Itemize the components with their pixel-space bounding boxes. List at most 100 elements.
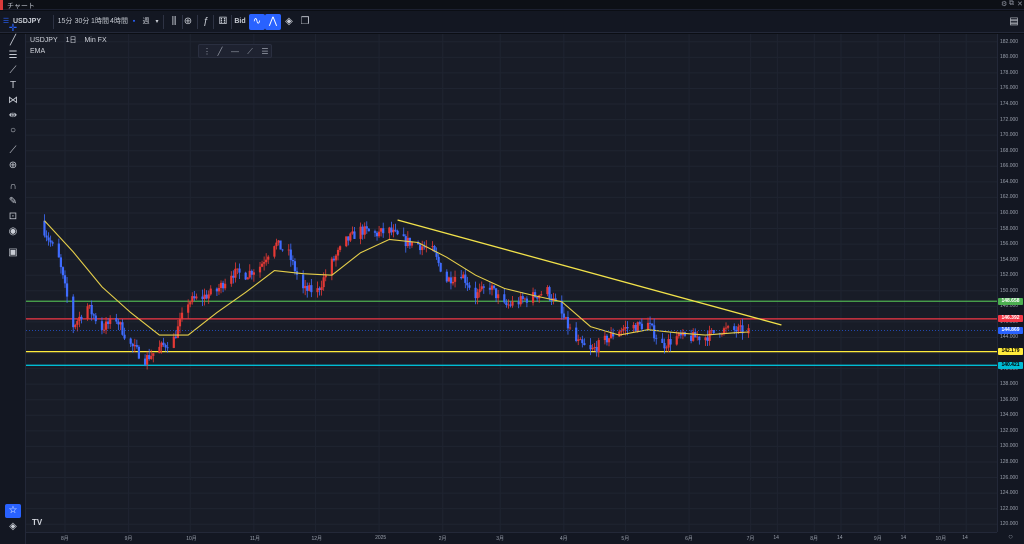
trash-icon[interactable]: ▣ bbox=[8, 247, 18, 258]
menu-icon[interactable]: ☰ bbox=[2, 18, 10, 25]
candle-body bbox=[462, 274, 465, 279]
time-tick-label: 14 bbox=[836, 535, 843, 541]
chevron-down-icon[interactable]: ▾ bbox=[155, 19, 159, 25]
time-tick-label: 2025 bbox=[375, 535, 387, 541]
favorites-icon[interactable]: ☆ bbox=[5, 504, 21, 518]
interval-1d-icon[interactable]: ▪ bbox=[132, 18, 136, 25]
crosshair-icon[interactable]: ✛ bbox=[8, 23, 18, 34]
line-style-icon[interactable]: ∿ bbox=[249, 14, 265, 30]
layout-icon[interactable]: ❐ bbox=[300, 16, 310, 27]
pencil-lock-icon[interactable]: ✎ bbox=[8, 196, 18, 207]
ruler-icon[interactable]: ⟋ bbox=[9, 145, 17, 156]
candle-body bbox=[121, 322, 124, 335]
interval-15m[interactable]: 15分 bbox=[57, 18, 73, 25]
close-icon[interactable]: ✕ bbox=[1017, 1, 1023, 8]
range-icon[interactable]: ⇹ bbox=[8, 110, 18, 121]
candle-body bbox=[63, 275, 67, 284]
price-chart[interactable] bbox=[26, 34, 997, 532]
settings-icon[interactable]: ⚙ bbox=[1001, 1, 1008, 8]
candle-body bbox=[505, 302, 508, 305]
draw-hline-icon[interactable]: — bbox=[231, 47, 239, 56]
lock-icon[interactable]: ⊡ bbox=[8, 211, 18, 222]
candle-body bbox=[320, 287, 323, 290]
candle-body bbox=[466, 282, 469, 286]
candle-body bbox=[724, 327, 728, 329]
axis-settings-icon[interactable]: ○ bbox=[997, 532, 1024, 544]
floating-drawing-bar: ⋮ ╱ — ⟋ ☰ bbox=[198, 44, 272, 58]
candle-body bbox=[534, 292, 537, 298]
candle-body bbox=[109, 318, 112, 324]
candle-body bbox=[562, 313, 565, 318]
app-mark bbox=[0, 0, 3, 10]
price-tick-label: 132.000 bbox=[1000, 427, 1019, 434]
candle-body bbox=[521, 296, 524, 300]
price-tick-label: 178.000 bbox=[1000, 69, 1019, 76]
trend-line-icon[interactable]: ╱ bbox=[9, 35, 17, 46]
interval-4h[interactable]: 4時間 bbox=[110, 18, 128, 25]
candle-body bbox=[433, 246, 436, 252]
pitchfork-icon[interactable]: ⟋ bbox=[9, 65, 17, 76]
time-tick-label: 6月 bbox=[685, 536, 693, 542]
candle-body bbox=[634, 324, 637, 332]
legend-indicator-ema[interactable]: EMA bbox=[30, 48, 46, 55]
popout-icon[interactable]: ⧉ bbox=[1009, 0, 1014, 7]
price-axis[interactable]: 182.000 180.000 178.000 176.000 174.000 172.0… bbox=[997, 34, 1024, 532]
candle-body bbox=[419, 244, 422, 251]
time-tick-label: 9月 bbox=[873, 536, 882, 542]
layers-icon[interactable]: ◈ bbox=[9, 521, 17, 532]
candle-body bbox=[698, 336, 701, 341]
candle-body bbox=[511, 301, 514, 306]
candle-body bbox=[503, 294, 506, 303]
price-tick-label: 148.000 bbox=[1000, 303, 1019, 310]
draw-line-icon[interactable]: ╱ bbox=[217, 47, 223, 56]
chart-canvas[interactable] bbox=[26, 34, 997, 532]
candle-body bbox=[363, 226, 366, 235]
toolbar-divider bbox=[182, 15, 183, 29]
text-tool-icon[interactable]: T bbox=[9, 80, 17, 91]
candle-body bbox=[176, 326, 180, 338]
candle-body bbox=[706, 337, 709, 341]
horizontal-lines-icon[interactable]: ☰ bbox=[8, 50, 18, 61]
interval-1h[interactable]: 1時間 bbox=[91, 18, 109, 25]
candle-body bbox=[690, 335, 693, 341]
candle-body bbox=[495, 288, 498, 299]
candle-body bbox=[480, 286, 483, 290]
price-tick-label: 144.000 bbox=[1000, 334, 1019, 341]
candle-body bbox=[277, 240, 280, 243]
candle-body bbox=[468, 285, 471, 288]
candle-body bbox=[605, 335, 609, 343]
candle-body bbox=[162, 342, 165, 345]
templates-icon[interactable]: ⚅ bbox=[218, 16, 228, 27]
time-axis[interactable]: 8月 9月 10月 11月 12月 2025 2月 3月 4月 5月 6月 7月 14 8月 14 9月 14 1… bbox=[26, 532, 997, 544]
wave-style-icon[interactable]: ⋀ bbox=[265, 14, 281, 30]
compare-add-icon[interactable]: ⊕ bbox=[183, 16, 193, 27]
draw-fib-icon[interactable]: ☰ bbox=[261, 47, 269, 56]
magnet-icon[interactable]: ∩ bbox=[9, 181, 17, 192]
toolbar-divider bbox=[53, 15, 54, 29]
drag-handle-icon[interactable]: ⋮ bbox=[203, 47, 211, 56]
shape-circle-icon[interactable]: ○ bbox=[9, 125, 17, 136]
candle-body bbox=[618, 331, 621, 337]
candle-body bbox=[238, 268, 241, 273]
price-tick-label: 150.000 bbox=[1000, 287, 1019, 294]
candle-body bbox=[332, 258, 336, 261]
symbol-search[interactable]: USDJPY bbox=[12, 18, 41, 25]
bid-toggle[interactable]: Bid bbox=[234, 18, 246, 25]
candle-body bbox=[622, 328, 625, 331]
pattern-icon[interactable]: ⋈ bbox=[8, 95, 18, 106]
price-tick-label: 126.000 bbox=[1000, 474, 1019, 481]
candle-body bbox=[607, 338, 611, 343]
candlestick-type-icon[interactable]: ⫼ bbox=[171, 16, 177, 27]
candle-body bbox=[638, 322, 641, 324]
zoom-icon[interactable]: ⊕ bbox=[8, 160, 18, 171]
layout-settings-icon[interactable]: ▤ bbox=[1009, 16, 1019, 27]
interval-30m[interactable]: 30分 bbox=[74, 18, 90, 25]
alert-icon[interactable]: ◈ bbox=[285, 16, 293, 27]
draw-ray-icon[interactable]: ⟋ bbox=[247, 47, 253, 56]
interval-week[interactable]: 週 bbox=[142, 18, 150, 25]
indicators-icon[interactable]: ƒ bbox=[203, 16, 209, 27]
eye-icon[interactable]: ◉ bbox=[8, 226, 18, 237]
candle-body bbox=[579, 339, 582, 341]
candle-body bbox=[187, 304, 190, 313]
candle-body bbox=[115, 318, 118, 322]
